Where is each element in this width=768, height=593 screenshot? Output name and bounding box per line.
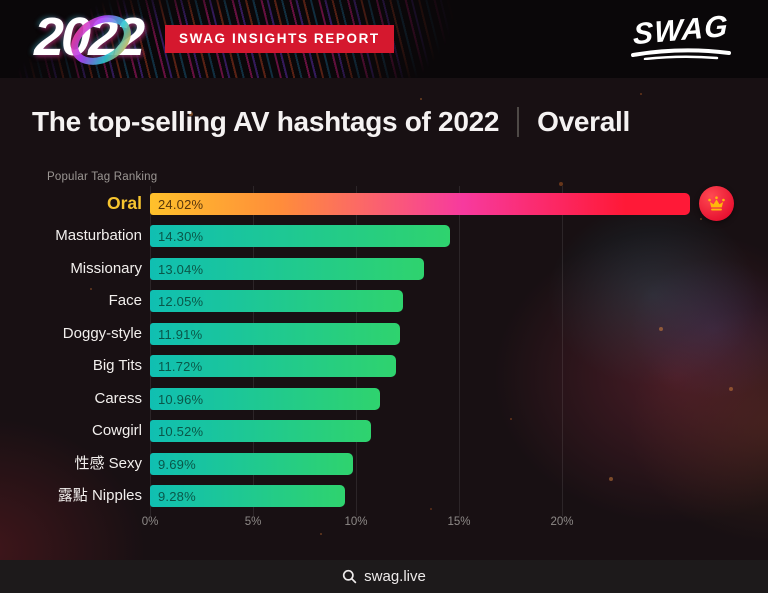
gridline xyxy=(150,186,151,516)
tag-value: 10.52% xyxy=(158,424,204,440)
tag-value: 13.04% xyxy=(158,261,204,277)
insights-report-badge: SWAG INSIGHTS REPORT xyxy=(165,25,394,53)
chart-row: Missionary 13.04% xyxy=(0,257,768,280)
chart-subtitle: Popular Tag Ranking xyxy=(47,171,158,183)
chart-row: Big Tits 11.72% xyxy=(0,355,768,378)
tag-value: 10.96% xyxy=(158,391,204,407)
tag-bar xyxy=(150,387,380,410)
tag-label: Missionary xyxy=(70,259,142,277)
tag-label: Big Tits xyxy=(92,357,142,375)
swag-logo-underline xyxy=(631,48,731,60)
tag-bar xyxy=(150,355,396,378)
crown-badge xyxy=(699,186,734,221)
gridline xyxy=(356,186,357,516)
chart-row: Oral 24.02% xyxy=(0,186,768,221)
title-divider xyxy=(517,107,520,137)
footer-domain: swag.live xyxy=(364,568,426,585)
tag-value: 11.91% xyxy=(158,326,203,342)
tag-label: Cowgirl xyxy=(91,422,142,440)
tag-value: 11.72% xyxy=(158,359,203,375)
axis-tick-label: 15% xyxy=(447,516,471,528)
footer-bar: swag.live xyxy=(0,560,768,593)
tag-value: 9.28% xyxy=(158,489,196,505)
tag-value: 24.02% xyxy=(158,197,204,212)
chart-row: 性感 Sexy 9.69% xyxy=(0,452,768,475)
page-title-scope: Overall xyxy=(537,106,631,137)
chart-row: Masturbation 14.30% xyxy=(0,225,768,248)
axis-tick-label: 20% xyxy=(550,516,574,528)
chart-row: Face 12.05% xyxy=(0,290,768,313)
top-banner: 2022 SWAG INSIGHTS REPORT SWAG xyxy=(0,0,768,78)
gridline xyxy=(459,186,460,516)
tag-bar xyxy=(150,420,371,443)
gridline xyxy=(562,186,563,516)
axis-tick-label: 5% xyxy=(244,516,262,528)
tag-value: 14.30% xyxy=(158,229,204,245)
swag-logo: SWAG xyxy=(626,10,736,60)
tag-bar xyxy=(150,193,690,215)
tag-label: Doggy-style xyxy=(62,324,142,342)
axis-tick-label: 0% xyxy=(141,516,159,528)
chart-row: Doggy-style 11.91% xyxy=(0,322,768,345)
tag-bar xyxy=(150,257,424,280)
tag-value: 9.69% xyxy=(158,456,196,472)
tag-label: 性感 Sexy xyxy=(74,454,142,472)
tag-label: Caress xyxy=(94,389,142,407)
search-icon xyxy=(342,569,357,584)
gridline xyxy=(253,186,254,516)
year-ribbon-decoration xyxy=(71,15,131,65)
chart-row: Cowgirl 10.52% xyxy=(0,420,768,443)
tag-bar xyxy=(150,322,400,345)
tag-bar xyxy=(150,452,353,475)
tag-bar xyxy=(150,290,403,313)
tag-label: Face xyxy=(108,292,142,310)
tag-label: 露點 Nipples xyxy=(57,487,142,505)
chart-row: Caress 10.96% xyxy=(0,387,768,410)
ember-speckles-decoration xyxy=(0,78,2,80)
tag-value: 12.05% xyxy=(158,294,204,310)
crown-icon xyxy=(708,196,725,211)
page-title: The top-selling AV hashtags of 2022 Over… xyxy=(32,106,630,138)
tag-label: Masturbation xyxy=(55,227,142,245)
axis-tick-label: 10% xyxy=(344,516,368,528)
page-title-main: The top-selling AV hashtags of 2022 xyxy=(32,106,500,137)
tag-bar xyxy=(150,225,450,248)
tag-label: Oral xyxy=(106,193,142,213)
tag-bar xyxy=(150,485,345,508)
swag-logo-text: SWAG xyxy=(633,9,729,52)
chart-row: 露點 Nipples 9.28% xyxy=(0,485,768,508)
chart-section: The top-selling AV hashtags of 2022 Over… xyxy=(0,78,768,560)
